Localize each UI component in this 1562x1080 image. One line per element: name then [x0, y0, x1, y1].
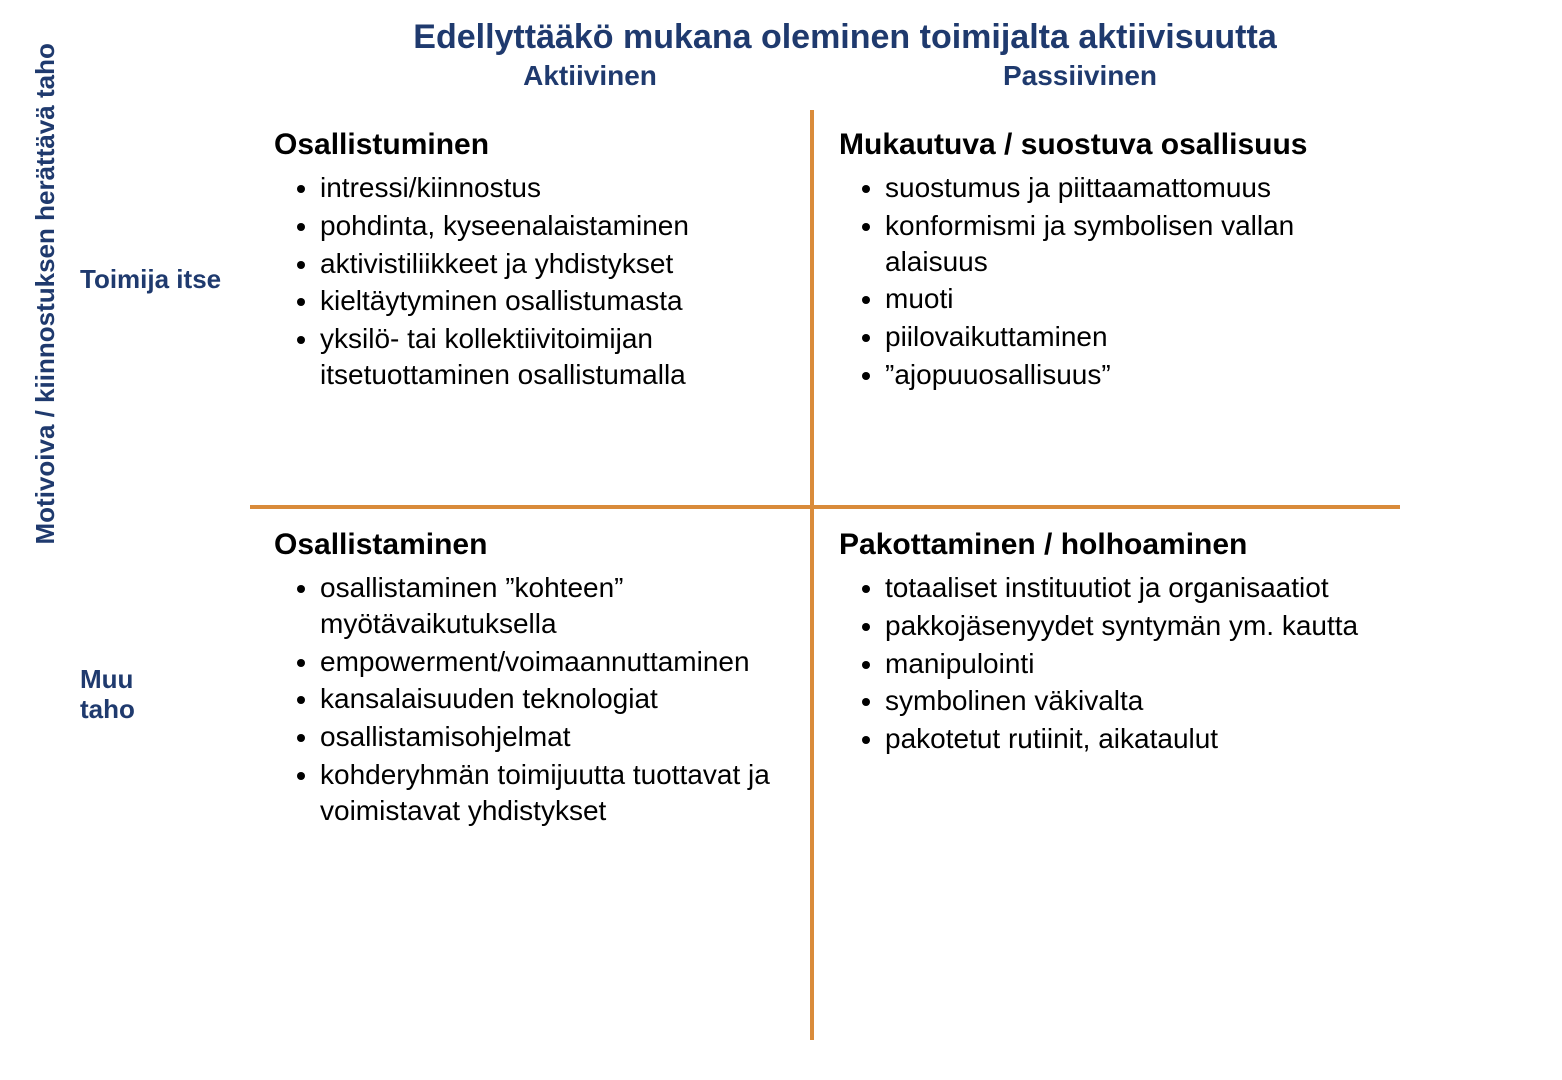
quadrant-bullet-list: intressi/kiinnostuspohdinta, kyseenalais… [274, 170, 786, 393]
matrix-diagram: Edellyttääkö mukana oleminen toimijalta … [0, 0, 1562, 1080]
quadrant-bullet-list: suostumus ja piittaamattomuuskonformismi… [839, 170, 1376, 393]
list-item: manipulointi [885, 646, 1376, 682]
column-header-right: Passiivinen [820, 60, 1340, 92]
list-item: pakkojäsenyydet syntymän ym. kautta [885, 608, 1376, 644]
quadrant-title: Mukautuva / suostuva osallisuus [839, 128, 1376, 162]
list-item: pakotetut rutiinit, aikataulut [885, 721, 1376, 757]
list-item: empowerment/voimaannut­taminen [320, 644, 786, 680]
quadrant-bottom-right: Pakottaminen / holhoaminen totaaliset in… [815, 510, 1400, 1040]
quadrant-bullet-list: osallistaminen ”kohteen” myötävaikutukse… [274, 570, 786, 829]
list-item: aktivistiliikkeet ja yhdistykset [320, 246, 786, 282]
divider-horizontal [250, 505, 1400, 509]
row-label-top: Toimija itse [80, 265, 240, 295]
list-item: muoti [885, 281, 1376, 317]
quadrant-title: Osallistaminen [274, 528, 786, 562]
list-item: osallistamisohjelmat [320, 719, 786, 755]
list-item: yksilö- tai kollektiivitoimijan itsetuot… [320, 321, 786, 393]
list-item: osallistaminen ”kohteen” myötävaikutukse… [320, 570, 786, 642]
list-item: totaaliset instituutiot ja organisaatiot [885, 570, 1376, 606]
list-item: piilovaikuttaminen [885, 319, 1376, 355]
list-item: kieltäytyminen osallistumasta [320, 283, 786, 319]
list-item: kohderyhmän toimijuutta tuottavat ja voi… [320, 757, 786, 829]
quadrant-top-left: Osallistuminen intressi/kiinnostuspohdin… [250, 110, 810, 505]
list-item: symbolinen väkivalta [885, 683, 1376, 719]
list-item: intressi/kiinnostus [320, 170, 786, 206]
quadrant-bullet-list: totaaliset instituutiot ja organisaatiot… [839, 570, 1376, 757]
quadrant-title: Osallistuminen [274, 128, 786, 162]
list-item: kansalaisuuden teknologiat [320, 681, 786, 717]
list-item: konformismi ja symbolisen vallan alaisuu… [885, 208, 1376, 280]
quadrant-title: Pakottaminen / holhoaminen [839, 528, 1376, 562]
divider-vertical [810, 110, 814, 1040]
list-item: pohdinta, kyseenalaistaminen [320, 208, 786, 244]
x-axis-title: Edellyttääkö mukana oleminen toimijalta … [280, 18, 1410, 57]
quadrant-top-right: Mukautuva / suostuva osallisuus suostumu… [815, 110, 1400, 505]
column-header-left: Aktiivinen [380, 60, 800, 92]
list-item: ”ajopuuosallisuus” [885, 357, 1376, 393]
y-axis-title: Motivoiva / kiinnostuksen herättävä taho [30, 43, 61, 544]
quadrant-grid: Osallistuminen intressi/kiinnostuspohdin… [250, 110, 1400, 1040]
quadrant-bottom-left: Osallistaminen osallistaminen ”kohteen” … [250, 510, 810, 1040]
list-item: suostumus ja piittaamattomuus [885, 170, 1376, 206]
row-label-bottom: Muutaho [80, 665, 240, 725]
